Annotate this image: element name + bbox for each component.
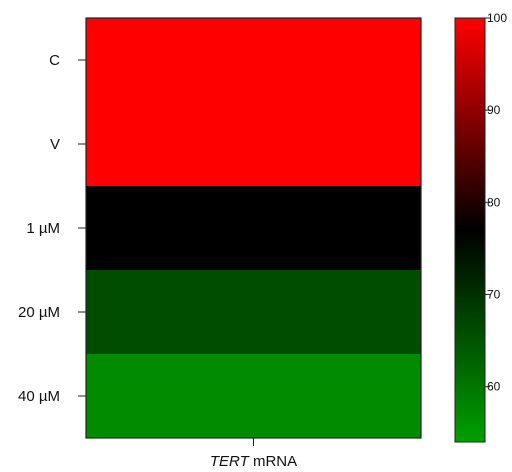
heatmap-cell [86,186,421,271]
colorbar-ticks: 100 90 80 70 60 [485,11,507,394]
y-tick-label: V [50,136,60,153]
y-axis: C V 1 µM 20 µM 40 µM [18,52,86,405]
x-tick-label-suffix: mRNA [249,453,297,470]
y-tick-label: C [49,52,60,69]
x-axis: TERT mRNA [210,438,297,470]
colorbar-tick-label: 60 [487,380,501,394]
heatmap-cell [86,102,421,187]
y-tick-label: 40 µM [18,388,60,405]
colorbar-tick-label: 100 [487,11,507,25]
colorbar-tick-label: 70 [487,288,501,302]
y-tick-label: 20 µM [18,304,60,321]
heatmap-cell [86,354,421,439]
heatmap-cell [86,18,421,103]
colorbar-tick-label: 80 [487,195,501,209]
x-tick-label-gene: TERT [210,453,251,470]
heatmap-cell [86,270,421,355]
heatmap-cells [86,18,421,439]
x-tick-label: TERT mRNA [210,453,297,470]
y-tick-label: 1 µM [26,220,60,237]
colorbar [454,17,486,443]
colorbar-tick-label: 90 [487,103,501,117]
